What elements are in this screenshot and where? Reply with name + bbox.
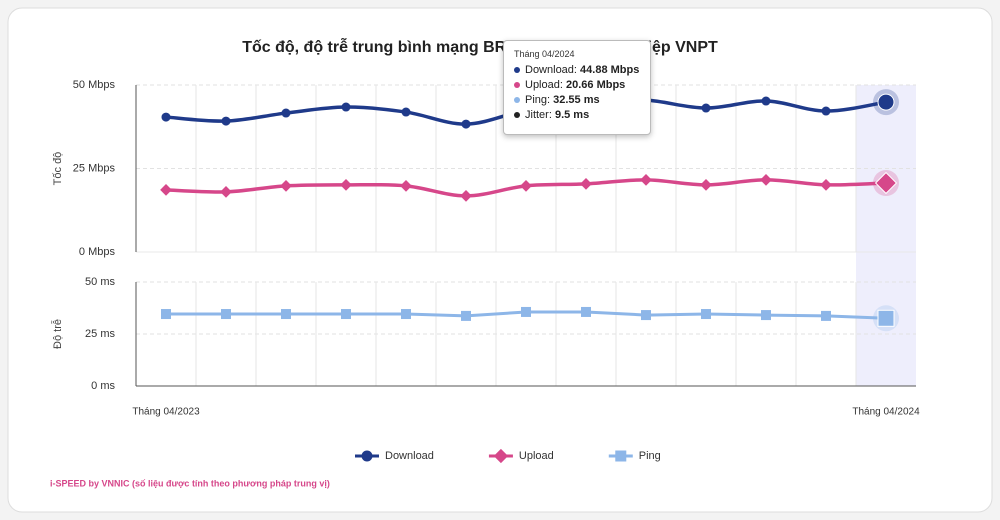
point <box>640 174 652 186</box>
point <box>401 309 411 320</box>
point <box>760 174 772 186</box>
point <box>161 309 171 320</box>
point <box>341 102 351 112</box>
point <box>280 180 292 192</box>
point <box>874 171 898 195</box>
legend-marker <box>615 450 627 462</box>
card <box>7 7 993 513</box>
point <box>160 184 172 196</box>
tooltip-title: Tháng 04/2024 <box>514 49 575 59</box>
point <box>520 180 532 192</box>
tooltip-value: 9.5 ms <box>554 109 590 121</box>
point <box>877 309 895 327</box>
point <box>400 180 412 192</box>
point <box>281 309 291 320</box>
tooltip-bullet <box>514 112 520 119</box>
point <box>281 108 291 118</box>
point <box>221 116 231 126</box>
y-axis-title: Tốc độ <box>52 152 64 186</box>
point <box>220 186 232 198</box>
tooltip-value: 20.66 Mbps <box>565 79 626 91</box>
point <box>581 306 591 317</box>
legend-label: Ping <box>639 450 661 462</box>
tooltip-value: 44.88 Mbps <box>580 64 640 76</box>
tooltip-bullet <box>514 67 520 74</box>
tooltip: Tháng 04/2024 Download: 44.88 Mbps Upload… <box>503 40 651 135</box>
legend-marker <box>493 448 509 464</box>
legend-marker <box>361 450 373 462</box>
tooltip-row: Jitter: 9.5 ms <box>514 108 640 123</box>
tooltip-row: Upload: 20.66 Mbps <box>514 78 640 93</box>
point <box>701 103 711 113</box>
point <box>877 93 895 111</box>
y-tick-label: 50 Mbps <box>73 79 116 91</box>
point <box>401 107 411 117</box>
y-tick-label: 0 ms <box>91 380 115 392</box>
highlight-band <box>856 85 916 386</box>
legend-label: Download <box>385 450 434 462</box>
y-tick-label: 25 ms <box>85 328 115 340</box>
tooltip-label: Ping: <box>525 94 554 106</box>
tooltip-row: Ping: 32.55 ms <box>514 93 640 108</box>
tooltip-label: Jitter: <box>525 109 555 121</box>
footer: i-SPEED by VNNIC (số liệu được tính theo… <box>50 478 330 488</box>
legend-label: Upload <box>519 450 554 462</box>
tooltip-label: Upload: <box>525 79 566 91</box>
point <box>221 309 231 320</box>
point <box>340 179 352 191</box>
point <box>580 178 592 190</box>
point <box>700 179 712 191</box>
point <box>761 310 771 321</box>
point <box>161 112 171 122</box>
point <box>641 310 651 321</box>
tooltip-label: Download: <box>525 64 581 76</box>
tooltip-bullet <box>514 82 520 89</box>
point <box>460 190 472 202</box>
y-tick-label: 0 Mbps <box>79 246 116 258</box>
tooltip-row: Download: 44.88 Mbps <box>514 63 640 78</box>
point <box>821 106 831 116</box>
y-tick-label: 25 Mbps <box>73 162 116 174</box>
tooltip-bullet <box>514 97 520 104</box>
y-axis-title: Độ trễ <box>51 319 64 349</box>
point <box>821 310 831 321</box>
point <box>521 306 531 317</box>
y-tick-label: 50 ms <box>85 276 115 288</box>
point <box>461 310 471 321</box>
tooltip-value: 32.55 ms <box>553 94 600 106</box>
point <box>820 179 832 191</box>
point <box>761 96 771 106</box>
point <box>461 119 471 129</box>
x-tick-label: Tháng 04/2023 <box>132 407 200 418</box>
point <box>341 309 351 320</box>
x-tick-label: Tháng 04/2024 <box>852 407 920 418</box>
point <box>701 309 711 320</box>
